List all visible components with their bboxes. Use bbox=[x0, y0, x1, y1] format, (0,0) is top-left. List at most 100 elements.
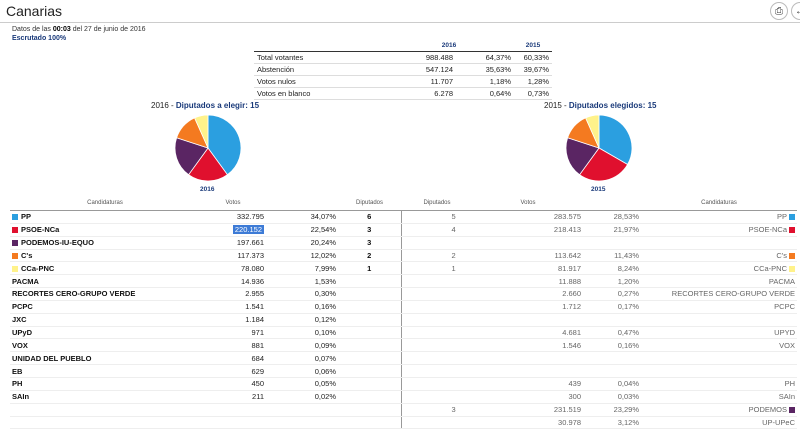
party-cell: EB bbox=[10, 364, 200, 378]
votes-cell[interactable]: 2.955 bbox=[200, 287, 266, 301]
votes-cell[interactable]: 78.080 bbox=[200, 261, 266, 276]
table-row: PACMA 14.936 1,53% 11.888 1,20% PACMA bbox=[10, 274, 797, 289]
party-cell: VOX bbox=[10, 338, 200, 353]
party-cell-2015: PODEMOS bbox=[641, 403, 797, 417]
summary-value-2016: 11.707 bbox=[384, 75, 456, 88]
table-row: EB 629 0,06% bbox=[10, 364, 797, 378]
party-cell-2015: VOX bbox=[641, 338, 797, 353]
party-color-swatch-2015 bbox=[789, 214, 795, 221]
pie-slice-pp bbox=[207, 114, 242, 176]
pct: 12,02% bbox=[266, 249, 338, 263]
party-color-swatch bbox=[12, 240, 18, 247]
pct: 0,07% bbox=[266, 351, 338, 366]
votes: 684 bbox=[251, 353, 264, 363]
pct-2015: 11,43% bbox=[583, 249, 641, 263]
party-cell-2015 bbox=[641, 236, 797, 250]
pie-slice-psoe-nca bbox=[188, 147, 228, 182]
party-name: JXC bbox=[12, 315, 27, 325]
party-name-2015: VOX bbox=[779, 340, 795, 350]
summary-label: Total votantes bbox=[254, 51, 384, 64]
votes-cell[interactable]: 220.152 bbox=[200, 223, 266, 237]
votes-2015 bbox=[473, 236, 583, 250]
party-color-swatch bbox=[12, 227, 18, 234]
table-row: UNIDAD DEL PUEBLO 684 0,07% bbox=[10, 351, 797, 366]
pie-label-2015: 2015 bbox=[591, 186, 606, 193]
votes-cell[interactable]: 450 bbox=[200, 377, 266, 391]
votes-cell[interactable]: 14.936 bbox=[200, 274, 266, 289]
pie-chart-2016 bbox=[174, 114, 242, 182]
summary-row: Votos nulos 11.707 1,18% 1,28% bbox=[254, 75, 552, 88]
seats-2015: 5 bbox=[400, 210, 473, 224]
votes-cell[interactable]: 332.795 bbox=[200, 210, 266, 224]
pct bbox=[266, 416, 338, 429]
party-name: PODEMOS-IU-EQUO bbox=[21, 238, 94, 248]
data-time: 00:03 bbox=[52, 26, 71, 33]
party-name-2015: C's bbox=[776, 250, 787, 260]
back-arrow-icon[interactable]: ← bbox=[791, 2, 800, 20]
votes-cell[interactable] bbox=[200, 403, 266, 417]
votes: 2.955 bbox=[245, 289, 264, 299]
summary-value-2016: 6.278 bbox=[384, 87, 456, 100]
party-name-2015: PCPC bbox=[774, 302, 795, 312]
summary-pct-2015: 39,67% bbox=[514, 63, 552, 76]
pct-2015: 21,97% bbox=[583, 223, 641, 237]
party-color-swatch-2015 bbox=[789, 252, 795, 259]
pct-2015: 0,16% bbox=[583, 338, 641, 353]
summary-label: Votos nulos bbox=[254, 75, 384, 88]
pct: 0,06% bbox=[266, 364, 338, 378]
seats: 1 bbox=[338, 261, 401, 276]
party-color-swatch-2015 bbox=[789, 227, 795, 234]
party-color-swatch-2015 bbox=[789, 407, 795, 414]
table-row: JXC 1.184 0,12% bbox=[10, 313, 797, 327]
pct: 20,24% bbox=[266, 236, 338, 250]
votes-cell[interactable]: 117.373 bbox=[200, 249, 266, 263]
seats bbox=[338, 390, 401, 404]
party-name-2015: PH bbox=[784, 379, 795, 389]
seats bbox=[338, 300, 401, 314]
seats-2015: 1 bbox=[400, 261, 473, 276]
summary-pct-2015: 60,33% bbox=[514, 51, 552, 64]
votes-cell[interactable]: 971 bbox=[200, 326, 266, 340]
seats bbox=[338, 364, 401, 378]
votes: 1.541 bbox=[245, 302, 264, 312]
pie-slice-cca-pnc bbox=[585, 114, 600, 149]
seats bbox=[338, 274, 401, 289]
votes-cell[interactable]: 684 bbox=[200, 351, 266, 366]
votes-2015 bbox=[473, 364, 583, 378]
summary-row: Votos en blanco 6.278 0,64% 0,73% bbox=[254, 87, 552, 100]
printer-icon[interactable]: ⎙ bbox=[770, 2, 788, 20]
data-time-prefix: Datos de las bbox=[12, 26, 51, 33]
votes: 14.936 bbox=[241, 276, 264, 286]
pct-2015: 0,03% bbox=[583, 390, 641, 404]
header-candidaturas: Candidaturas bbox=[10, 196, 200, 211]
seats: 6 bbox=[338, 210, 401, 224]
table-row: PH 450 0,05% 439 0,04% PH bbox=[10, 377, 797, 391]
pie-slice-psoe-nca bbox=[579, 147, 629, 182]
party-cell-2015: C's bbox=[641, 249, 797, 263]
votes-cell[interactable]: 211 bbox=[200, 390, 266, 404]
party-cell-2015: SAIn bbox=[641, 390, 797, 404]
party-name: PACMA bbox=[12, 276, 39, 286]
votes-cell[interactable] bbox=[200, 416, 266, 429]
votes-cell[interactable]: 881 bbox=[200, 338, 266, 353]
table-row: UPyD 971 0,10% 4.681 0,47% UPYD bbox=[10, 326, 797, 340]
table-row: PSOE-NCa 220.152 22,54% 3 4 218.413 21,97% PSOE… bbox=[10, 223, 797, 237]
party-color-swatch bbox=[12, 265, 18, 272]
party-name-2015: PACMA bbox=[768, 276, 795, 286]
party-cell: RECORTES CERO-GRUPO VERDE bbox=[10, 287, 200, 301]
pct: 0,10% bbox=[266, 326, 338, 340]
party-name-2015: PP bbox=[776, 212, 787, 222]
pie-title-2016: 2016 - Diputados a elegir: 15 bbox=[151, 101, 260, 110]
party-name: PP bbox=[21, 212, 32, 222]
votes-cell[interactable]: 1.184 bbox=[200, 313, 266, 327]
votes-cell[interactable]: 1.541 bbox=[200, 300, 266, 314]
header-candidaturas-2015: Candidaturas bbox=[641, 196, 797, 211]
votes-2015: 283.575 bbox=[473, 210, 583, 224]
party-cell: CCa-PNC bbox=[10, 261, 200, 276]
party-name-2015: PODEMOS bbox=[748, 405, 787, 415]
party-cell: UPyD bbox=[10, 326, 200, 340]
party-color-swatch bbox=[12, 214, 18, 221]
votes-cell[interactable]: 197.661 bbox=[200, 236, 266, 250]
votes-2015: 113.642 bbox=[473, 249, 583, 263]
votes-cell[interactable]: 629 bbox=[200, 364, 266, 378]
